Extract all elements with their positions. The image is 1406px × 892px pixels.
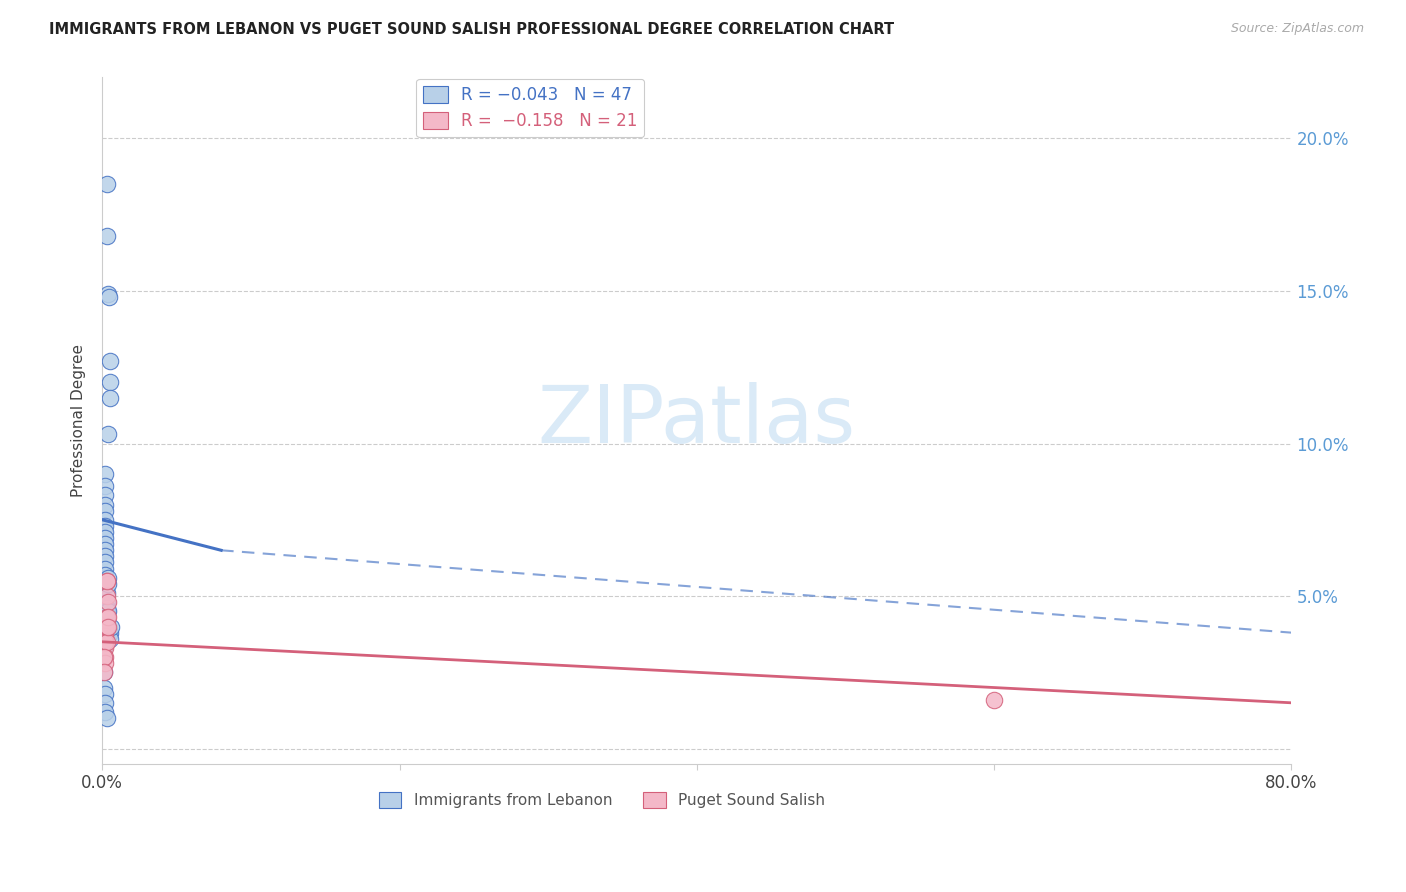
Point <box>96 574 118 588</box>
Point <box>96 604 118 618</box>
Text: Source: ZipAtlas.com: Source: ZipAtlas.com <box>1230 22 1364 36</box>
Point <box>97 595 120 609</box>
Point <box>94 519 117 533</box>
Point <box>96 619 118 633</box>
Point <box>94 488 117 502</box>
Point <box>94 640 117 655</box>
Point <box>96 229 118 244</box>
Point <box>94 629 117 643</box>
Point <box>94 479 117 493</box>
Text: ZIPatlas: ZIPatlas <box>537 382 856 459</box>
Point <box>94 619 117 633</box>
Point <box>96 635 118 649</box>
Point <box>94 650 117 665</box>
Point <box>94 632 117 646</box>
Point <box>94 687 117 701</box>
Point <box>94 567 117 582</box>
Point <box>93 650 115 665</box>
Point <box>94 561 117 575</box>
Point <box>96 614 118 628</box>
Point <box>96 178 118 192</box>
Y-axis label: Professional Degree: Professional Degree <box>72 344 86 497</box>
Point <box>98 376 121 390</box>
Point <box>94 537 117 551</box>
Point <box>100 391 122 405</box>
Point <box>94 524 117 539</box>
Point <box>94 574 117 588</box>
Point <box>96 595 118 609</box>
Point <box>94 556 117 570</box>
Point <box>97 427 120 442</box>
Point <box>94 543 117 558</box>
Point <box>96 610 118 624</box>
Point <box>94 705 117 719</box>
Point <box>94 656 117 670</box>
Point <box>97 619 120 633</box>
Point <box>94 635 117 649</box>
Point <box>93 640 115 655</box>
Point <box>96 574 118 588</box>
Point <box>97 604 120 618</box>
Point <box>98 354 121 368</box>
Point <box>98 632 121 646</box>
Point <box>94 467 117 481</box>
Point <box>96 586 118 600</box>
Point <box>97 619 120 633</box>
Point <box>94 498 117 512</box>
Point <box>983 692 1005 706</box>
Text: IMMIGRANTS FROM LEBANON VS PUGET SOUND SALISH PROFESSIONAL DEGREE CORRELATION CH: IMMIGRANTS FROM LEBANON VS PUGET SOUND S… <box>49 22 894 37</box>
Point <box>94 531 117 545</box>
Point <box>96 711 118 725</box>
Point <box>94 503 117 517</box>
Point <box>96 607 118 622</box>
Point <box>100 619 122 633</box>
Point <box>96 610 118 624</box>
Point <box>94 549 117 564</box>
Legend: Immigrants from Lebanon, Puget Sound Salish: Immigrants from Lebanon, Puget Sound Sal… <box>373 787 831 814</box>
Point <box>97 287 120 301</box>
Point <box>94 625 117 640</box>
Point <box>93 665 115 680</box>
Point <box>96 601 118 615</box>
Point <box>93 665 115 680</box>
Point <box>97 610 120 624</box>
Point <box>97 577 120 591</box>
Point <box>98 625 121 640</box>
Point <box>93 650 115 665</box>
Point <box>94 696 117 710</box>
Point <box>97 290 120 304</box>
Point <box>94 619 117 633</box>
Point <box>94 513 117 527</box>
Point <box>96 589 118 603</box>
Point <box>97 571 120 585</box>
Point <box>93 681 115 695</box>
Point <box>94 580 117 594</box>
